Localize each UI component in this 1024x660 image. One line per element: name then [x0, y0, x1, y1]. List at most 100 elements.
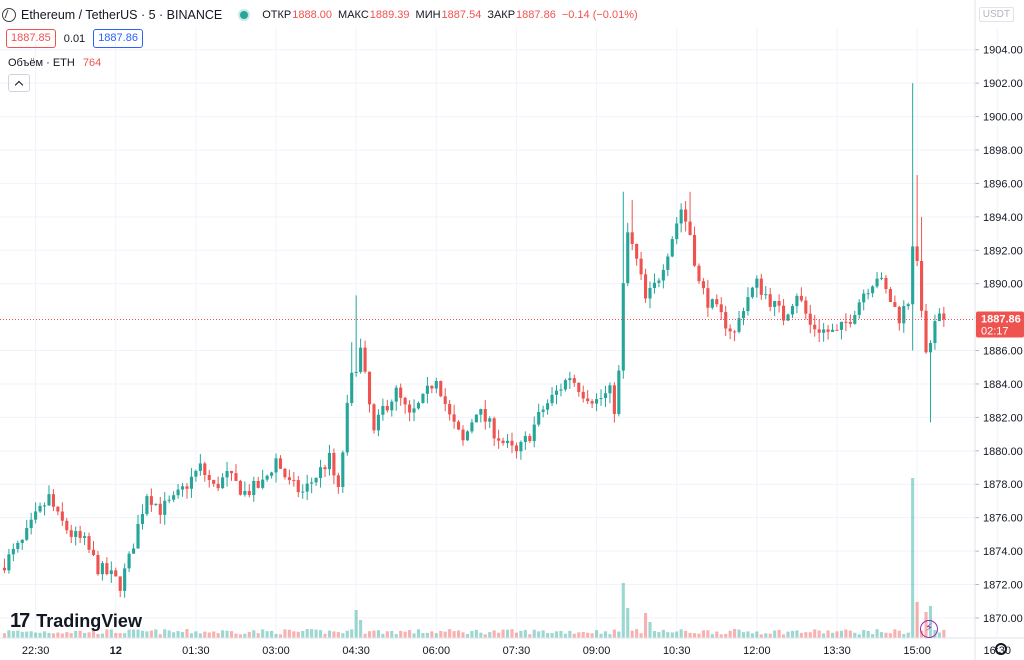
candle-body [786, 314, 790, 321]
volume-bar [537, 631, 541, 638]
candle-body [853, 314, 857, 324]
volume-bar [532, 629, 536, 638]
candle-body [643, 274, 648, 299]
candle-body [381, 405, 385, 415]
volume-bars [2, 478, 946, 638]
volume-bar [270, 630, 274, 638]
candle-body [252, 480, 256, 495]
change-value: −0.14 (−0.01%) [561, 9, 638, 21]
volume-legend[interactable]: Объём · ETH 764 [8, 57, 101, 69]
time-axis[interactable]: 22:30 12 01:30 03:00 04:30 06:00 07:30 09:00 10:… [0, 637, 1024, 657]
volume-bar [145, 631, 149, 638]
lightning-icon[interactable]: ⚡ [920, 620, 938, 638]
volume-bar [483, 634, 487, 638]
candle-body [728, 328, 732, 332]
volume-bar [773, 630, 777, 638]
time-tick-label: 13:30 [823, 645, 851, 657]
volume-bar [741, 632, 746, 638]
symbol-title[interactable]: Ethereum / TetherUS · 5 · BINANCE [21, 8, 223, 22]
candle-body [140, 514, 145, 524]
time-tick-label: 12:00 [743, 645, 771, 657]
candle-body [247, 491, 251, 495]
candle-body [773, 300, 777, 307]
volume-bar [140, 630, 145, 638]
volume-bar [857, 634, 861, 638]
volume-bar [127, 629, 131, 638]
volume-bar [265, 631, 269, 638]
volume-bar [759, 634, 763, 638]
candle-body [519, 442, 523, 452]
collapse-chevron-icon[interactable] [8, 74, 30, 92]
candle-body [893, 302, 897, 307]
volume-bar [216, 633, 220, 638]
tradingview-logo[interactable]: 17 TradingView [10, 610, 142, 633]
volume-bar [96, 633, 100, 638]
candle-body [216, 483, 220, 489]
candle-body [87, 536, 91, 550]
volume-bar [434, 633, 438, 638]
candle-body [78, 531, 82, 538]
candle-body [546, 403, 550, 410]
candle-body [844, 321, 848, 323]
candle-body [176, 489, 180, 496]
gear-icon[interactable] [995, 643, 1007, 655]
volume-bar [301, 630, 305, 638]
volume-bar [501, 629, 505, 638]
volume-bar [399, 630, 403, 638]
volume-bar [911, 478, 915, 638]
candle-body [782, 305, 786, 321]
volume-bar [363, 633, 367, 638]
candle-body [105, 563, 109, 575]
volume-bar [799, 632, 803, 638]
candle-body [145, 496, 149, 515]
volume-bar [114, 633, 118, 638]
volume-bar [185, 629, 189, 638]
volume-bar [314, 629, 318, 638]
candle-body [154, 503, 158, 505]
volume-bar [367, 631, 372, 638]
candle-body [408, 404, 412, 413]
buy-button[interactable]: 1887.86 [93, 29, 143, 48]
volume-bar [296, 631, 300, 638]
candle-body [862, 293, 866, 303]
volume-bar [617, 631, 621, 638]
volume-bar [817, 630, 821, 638]
candle-body [354, 371, 358, 373]
candle-body [56, 506, 60, 512]
candle-body [194, 470, 198, 477]
price-axis[interactable]: 1870.00 1872.00 1874.00 1876.00 1878.00 1880.… [974, 0, 1023, 660]
candle-body [229, 471, 234, 474]
candle-body [559, 389, 563, 391]
volume-legend-label: Объём · ETH [8, 57, 75, 69]
candle-body [123, 568, 127, 591]
price-tick-label: 1890.00 [983, 279, 1023, 291]
candle-body [724, 312, 728, 329]
candle-body [612, 385, 616, 414]
candle-body [603, 393, 608, 399]
candle-body [928, 342, 933, 353]
candle-body [310, 482, 314, 484]
open-label: ОТКР [262, 9, 292, 21]
candle-body [692, 234, 697, 266]
volume-bar [875, 629, 879, 638]
candle-body [639, 258, 643, 275]
candle-body [114, 570, 118, 577]
candle-body [933, 321, 937, 343]
candle-body [635, 243, 639, 259]
currency-unit-label[interactable]: USDT [978, 7, 1014, 22]
volume-bar [764, 633, 768, 638]
candle-body [399, 387, 403, 398]
candle-body [243, 491, 247, 495]
volume-bar [341, 633, 345, 638]
volume-bar [492, 630, 496, 638]
candle-body [523, 436, 527, 443]
volume-bar [768, 633, 772, 638]
volume-bar [212, 631, 216, 638]
volume-bar [457, 630, 461, 638]
volume-bar [510, 629, 514, 638]
volume-legend-value: 764 [82, 57, 102, 69]
sell-button[interactable]: 1887.85 [6, 29, 56, 48]
candle-body [879, 277, 884, 279]
volume-bar [528, 634, 532, 638]
